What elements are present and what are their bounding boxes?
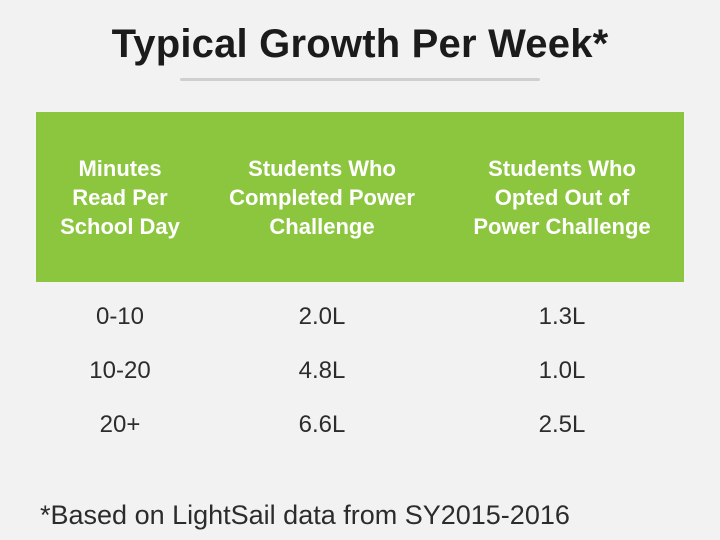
table-cell-minutes: 0-10	[95, 303, 145, 330]
table-cell-completed: 2.0L	[298, 303, 346, 330]
title-divider	[180, 78, 540, 81]
growth-table: Minutes Read Per School Day Students Who…	[36, 112, 684, 452]
table-cell-opted-out: 1.0L	[538, 357, 586, 384]
table-cell-minutes: 10-20	[89, 357, 151, 384]
table-cell-opted-out: 1.3L	[538, 303, 586, 330]
table-cell-minutes: 20+	[99, 411, 141, 438]
table-cell-completed: 6.6L	[298, 411, 346, 438]
table-row: 10-20 4.8L 1.0L	[36, 344, 684, 398]
table-cell-completed: 4.8L	[298, 357, 346, 384]
footnote: *Based on LightSail data from SY2015-201…	[40, 500, 570, 530]
table-row: 0-10 2.0L 1.3L	[36, 290, 684, 344]
page-title: Typical Growth Per Week*	[111, 22, 609, 66]
table-row: 20+ 6.6L 2.5L	[36, 398, 684, 452]
table-cell-opted-out: 2.5L	[538, 411, 586, 438]
table-body: 0-10 2.0L 1.3L 10-20 4.8L 1.0L 20+ 6.6L …	[36, 290, 684, 452]
table-header-row: Minutes Read Per School Day Students Who…	[36, 112, 684, 282]
header-opted-out-power-challenge: Students Who Opted Out of Power Challeng…	[473, 155, 651, 239]
header-completed-power-challenge: Students Who Completed Power Challenge	[229, 155, 415, 239]
header-minutes-read: Minutes Read Per School Day	[60, 155, 180, 239]
